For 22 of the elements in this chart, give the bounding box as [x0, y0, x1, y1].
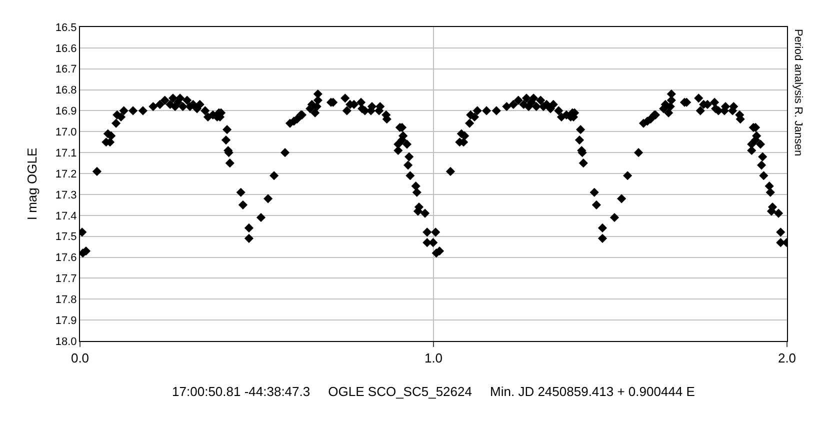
y-tick-label: 16.6	[55, 42, 77, 55]
y-tick-label: 16.9	[55, 106, 77, 118]
y-tick-label: 17.2	[55, 168, 77, 180]
y-tick-label: 17.6	[55, 252, 77, 264]
y-tick-label: 16.7	[55, 64, 77, 76]
y-tick-label: 17.9	[55, 314, 77, 327]
y-tick-label: 17.3	[55, 189, 77, 202]
y-axis-title: I mag OGLE	[24, 148, 40, 220]
x-tick-label: 2.0	[778, 350, 796, 366]
y-tick-label: 18.0	[55, 336, 77, 348]
y-tick-label: 17.8	[55, 294, 77, 306]
y-tick-label: 17.0	[55, 126, 77, 139]
y-tick-label: 17.5	[55, 231, 77, 244]
x-tick-label: 0.0	[70, 350, 90, 366]
y-tick-label: 17.7	[55, 273, 77, 286]
y-tick-label: 17.4	[55, 210, 77, 222]
x-tick-label: 1.0	[424, 350, 443, 366]
x-axis-title: 17:00:50.81 -44:38:47.3 OGLE SCO_SC5_52624 Min. JD 2450859.413 + 0.900444 E	[172, 384, 696, 400]
y-tick-label: 16.5	[55, 22, 77, 34]
y-tick-label: 16.8	[55, 84, 77, 97]
y-tick-label: 17.1	[55, 147, 77, 160]
text: Period analysis R. Jansen	[792, 28, 804, 156]
